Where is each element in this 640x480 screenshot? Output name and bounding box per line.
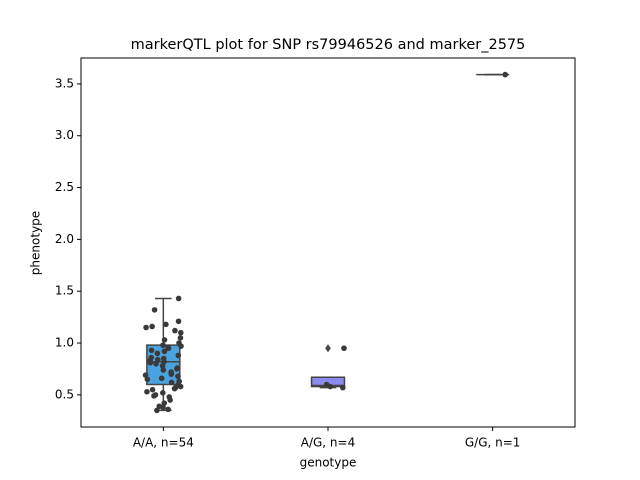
point	[149, 323, 155, 330]
point	[175, 373, 181, 380]
point	[154, 407, 160, 414]
y-tick-label: 3.0	[55, 128, 74, 142]
y-tick-label: 3.5	[55, 76, 74, 90]
point	[143, 324, 149, 331]
point	[151, 307, 158, 313]
point	[161, 337, 168, 343]
chart-title: markerQTL plot for SNP rs79946526 and ma…	[131, 37, 526, 53]
point	[175, 318, 182, 325]
point	[165, 406, 171, 413]
y-tick-label: 1.5	[55, 284, 74, 298]
x-axis-label: genotype	[300, 456, 357, 470]
point	[177, 335, 184, 341]
point	[167, 397, 173, 403]
point	[165, 345, 172, 352]
point	[177, 329, 184, 336]
point	[153, 360, 159, 367]
point	[149, 386, 156, 393]
point	[168, 371, 175, 377]
point	[341, 345, 347, 352]
point	[160, 342, 166, 348]
y-tick-label: 1.0	[55, 336, 74, 350]
point	[174, 366, 180, 372]
point	[151, 393, 157, 399]
point	[160, 389, 166, 396]
point	[158, 375, 165, 382]
point	[148, 347, 155, 354]
y-tick-label: 2.0	[55, 232, 74, 246]
flier	[325, 344, 331, 353]
plot-frame	[80, 57, 576, 428]
y-axis-label: phenotype	[29, 211, 43, 275]
x-tick-label: G/G, n=1	[465, 436, 521, 450]
point	[160, 367, 167, 373]
point	[171, 385, 178, 392]
point	[172, 327, 178, 334]
point	[168, 379, 175, 386]
point	[159, 363, 166, 369]
point	[339, 384, 346, 391]
x-tick-label: A/G, n=4	[301, 436, 355, 450]
y-tick-label: 0.5	[55, 387, 74, 401]
point	[163, 321, 169, 328]
point	[327, 383, 334, 390]
point	[175, 352, 182, 359]
point	[178, 343, 184, 349]
point	[160, 404, 166, 411]
point	[175, 295, 182, 302]
y-tick-label: 2.5	[55, 180, 74, 194]
point	[144, 388, 150, 395]
point	[154, 350, 161, 357]
point	[502, 71, 508, 78]
point	[144, 376, 151, 383]
x-tick-label: A/A, n=54	[133, 436, 194, 450]
point	[161, 348, 168, 355]
point	[147, 359, 154, 366]
point	[177, 383, 184, 390]
